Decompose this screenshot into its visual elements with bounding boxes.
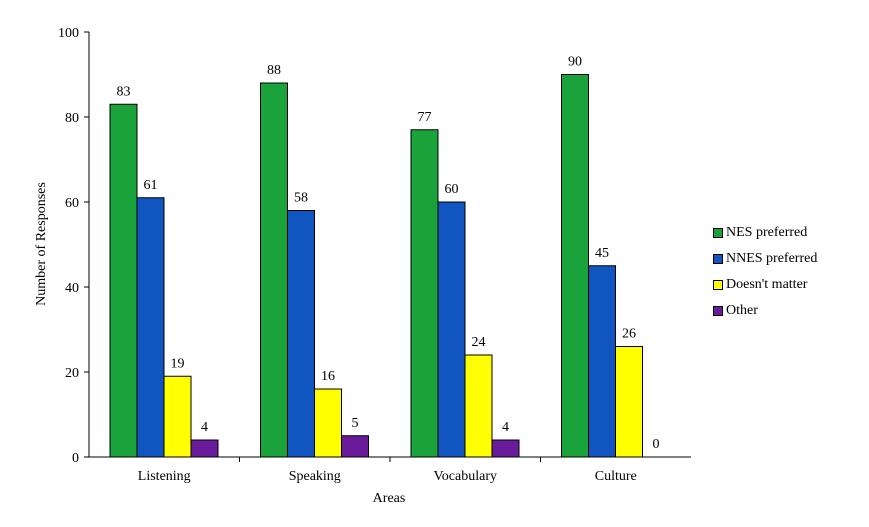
data-label: 90 (568, 55, 582, 70)
bar (190, 439, 219, 458)
data-label: 45 (595, 246, 609, 261)
y-axis-ticks: 0 20 40 60 80 100 (58, 26, 89, 466)
bar (410, 129, 439, 458)
bar (491, 439, 520, 458)
data-label: 26 (622, 327, 636, 342)
x-tick-label: Vocabulary (434, 469, 498, 484)
y-tick-label: 100 (58, 26, 79, 41)
data-label: 5 (352, 416, 359, 431)
bars (109, 74, 643, 458)
x-tick-label: Culture (595, 469, 637, 484)
legend-item: Other (713, 298, 817, 324)
bar (615, 346, 643, 458)
y-tick-label: 60 (65, 196, 79, 211)
legend-swatch (713, 254, 723, 264)
bar (437, 201, 466, 458)
legend-label: Doesn't matter (726, 277, 808, 292)
legend-item: Doesn't matter (713, 272, 817, 298)
legend-label: NES preferred (726, 225, 808, 240)
data-label: 58 (294, 191, 308, 206)
x-axis-tick-labels: Listening Speaking Vocabulary Culture (138, 457, 637, 484)
y-tick-label: 40 (65, 281, 79, 296)
data-label: 0 (653, 437, 660, 452)
data-label: 88 (267, 63, 281, 78)
legend-item: NNES preferred (713, 246, 817, 272)
data-label: 24 (472, 335, 486, 350)
bar (341, 435, 369, 458)
y-tick-label: 80 (65, 111, 79, 126)
bar (314, 388, 342, 458)
y-tick-label: 0 (72, 451, 79, 466)
legend: NES preferred NNES preferred Doesn't matte… (713, 220, 817, 324)
legend-swatch (713, 228, 723, 238)
bar (464, 354, 493, 458)
legend-item: NES preferred (713, 220, 817, 246)
bar (260, 82, 288, 458)
x-axis-title: Areas (373, 491, 406, 506)
legend-label: NNES preferred (726, 251, 818, 266)
data-label: 4 (502, 420, 509, 435)
bar (109, 103, 138, 458)
data-label: 77 (418, 110, 432, 125)
bar (287, 210, 315, 458)
bar (588, 265, 616, 458)
legend-swatch (713, 306, 723, 316)
data-label: 19 (171, 356, 185, 371)
bar (136, 197, 165, 458)
bar (163, 375, 192, 458)
y-axis-title: Number of Responses (34, 182, 49, 306)
legend-label: Other (726, 303, 758, 318)
x-tick-label: Speaking (289, 469, 341, 484)
y-tick-label: 20 (65, 366, 79, 381)
bar (561, 74, 589, 458)
data-label: 16 (321, 369, 335, 384)
x-tick-label: Listening (138, 469, 191, 484)
data-label: 4 (201, 420, 208, 435)
data-label: 61 (144, 178, 158, 193)
legend-swatch (713, 280, 723, 290)
data-label: 83 (117, 84, 131, 99)
data-label: 60 (445, 182, 459, 197)
